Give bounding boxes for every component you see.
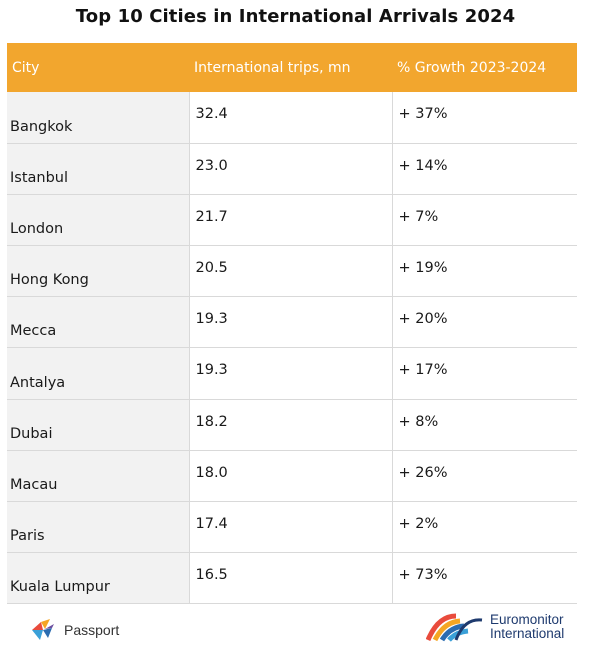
cell-growth: + 2%: [392, 501, 577, 554]
cell-trips: 18.0: [189, 450, 393, 503]
cell-growth: + 26%: [392, 450, 577, 503]
cell-trips: 18.2: [189, 399, 393, 451]
table-row: Paris 17.4 + 2%: [7, 501, 577, 554]
cell-city: Kuala Lumpur: [7, 552, 190, 605]
euromonitor-line2: International: [490, 626, 565, 641]
passport-logo-icon: [32, 619, 54, 640]
column-header-city: City: [7, 43, 189, 92]
cell-trips: 20.5: [189, 245, 393, 298]
table-row: Macau 18.0 + 26%: [7, 450, 577, 503]
arrivals-table: City International trips, mn % Growth 20…: [7, 43, 577, 605]
cell-growth: + 17%: [392, 347, 577, 400]
table-row: Mecca 19.3 + 20%: [7, 296, 577, 349]
cell-city: Mecca: [7, 296, 190, 349]
table-row: London 21.7 + 7%: [7, 194, 577, 247]
chart-title: Top 10 Cities in International Arrivals …: [75, 6, 516, 27]
cell-city: Paris: [7, 501, 190, 554]
cell-growth: + 8%: [392, 399, 577, 451]
table-row: Antalya 19.3 + 17%: [7, 347, 577, 400]
column-header-growth: % Growth 2023-2024: [392, 43, 577, 92]
passport-brand: Passport: [28, 616, 119, 644]
cell-city: Bangkok: [7, 92, 190, 144]
cell-city: Hong Kong: [7, 245, 190, 298]
cell-growth: + 19%: [392, 245, 577, 298]
cell-trips: 16.5: [189, 552, 393, 605]
footer: Passport Euromonitor International: [0, 608, 591, 649]
table-body: Bangkok 32.4 + 37% Istanbul 23.0 + 14% London 2…: [7, 92, 577, 605]
cell-trips: 17.4: [189, 501, 393, 554]
cell-trips: 32.4: [189, 92, 393, 144]
cell-trips: 21.7: [189, 194, 393, 247]
table-row: Bangkok 32.4 + 37%: [7, 92, 577, 144]
cell-trips: 19.3: [189, 347, 393, 400]
table-row: Dubai 18.2 + 8%: [7, 399, 577, 451]
cell-growth: + 37%: [392, 92, 577, 144]
arrivals-table-container: City International trips, mn % Growth 20…: [7, 43, 577, 605]
cell-growth: + 14%: [392, 143, 577, 195]
cell-trips: 19.3: [189, 296, 393, 349]
euromonitor-line1: Euromonitor: [490, 612, 564, 627]
cell-city: Macau: [7, 450, 190, 503]
cell-city: Antalya: [7, 347, 190, 400]
cell-growth: + 73%: [392, 552, 577, 605]
euromonitor-logo-icon: [426, 613, 483, 642]
table-row: Hong Kong 20.5 + 19%: [7, 245, 577, 298]
column-header-trips: International trips, mn: [189, 43, 392, 92]
cell-growth: + 20%: [392, 296, 577, 349]
table-header: City International trips, mn % Growth 20…: [7, 43, 577, 92]
table-row: Istanbul 23.0 + 14%: [7, 143, 577, 195]
cell-trips: 23.0: [189, 143, 393, 195]
header-row: City International trips, mn % Growth 20…: [7, 43, 577, 92]
cell-growth: + 7%: [392, 194, 577, 247]
passport-label: Passport: [64, 622, 120, 638]
euromonitor-brand: Euromonitor International: [426, 612, 564, 642]
cell-city: London: [7, 194, 190, 247]
euromonitor-wordmark: Euromonitor International: [490, 613, 564, 641]
cell-city: Istanbul: [7, 143, 190, 195]
table-row: Kuala Lumpur 16.5 + 73%: [7, 552, 577, 605]
cell-city: Dubai: [7, 399, 190, 451]
